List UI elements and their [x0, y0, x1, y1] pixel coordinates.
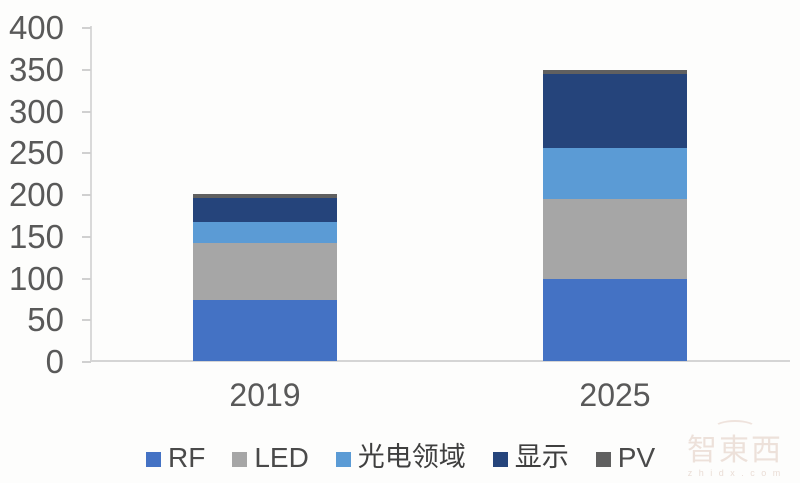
y-tick-label: 300 — [8, 92, 64, 130]
legend-swatch-icon — [595, 451, 611, 467]
legend-item-显示: 显示 — [492, 442, 569, 473]
x-category-label: 2019 — [229, 377, 301, 413]
y-axis-line — [90, 26, 92, 362]
legend-label: RF — [168, 442, 206, 473]
y-tick-mark — [82, 277, 91, 280]
bar-segment-RF-2019 — [193, 300, 337, 361]
bar-stack-2019 — [193, 0, 337, 361]
y-tick-label: 350 — [8, 50, 64, 88]
watermark-arc-icon — [714, 420, 756, 435]
bar-segment-LED-2025 — [543, 199, 687, 280]
legend-label: LED — [254, 442, 309, 473]
y-tick-label: 50 — [27, 301, 64, 339]
y-tick-mark — [82, 194, 91, 196]
y-tick-label: 250 — [8, 134, 64, 172]
bar-segment-显示-2025 — [543, 73, 687, 149]
y-tick-mark — [82, 152, 91, 155]
bar-stack-2025 — [543, 0, 687, 361]
legend-item-RF: RF — [146, 444, 205, 472]
bar-segment-光电领域-2019 — [193, 222, 337, 244]
y-tick-mark — [82, 68, 91, 71]
y-tick-mark — [82, 27, 91, 29]
legend-item-PV: PV — [595, 442, 656, 473]
watermark-site: z h i d x . c o m — [687, 468, 783, 478]
watermark: 智東西 z h i d x . c o m — [676, 420, 794, 478]
legend-swatch-icon — [335, 451, 351, 467]
watermark-brand: 智東西 — [687, 433, 783, 468]
legend-label: 显示 — [514, 442, 569, 473]
bar-segment-显示-2019 — [193, 198, 337, 223]
x-axis-line — [90, 360, 790, 362]
y-tick-label: 150 — [8, 217, 64, 255]
y-tick-mark — [82, 110, 91, 113]
legend: RF LED 光电领域 显示 PV — [146, 444, 655, 472]
y-tick-mark — [82, 319, 91, 322]
y-tick-mark — [82, 361, 91, 363]
legend-item-光电领域: 光电领域 — [335, 442, 466, 473]
bar-segment-光电领域-2025 — [543, 148, 687, 199]
legend-swatch-icon — [146, 451, 161, 467]
legend-item-LED: LED — [232, 442, 309, 473]
y-tick-label: 100 — [8, 259, 64, 297]
bar-segment-LED-2019 — [193, 243, 337, 301]
legend-swatch-icon — [492, 451, 508, 467]
bar-segment-RF-2025 — [543, 279, 687, 361]
legend-swatch-icon — [232, 451, 248, 467]
bar-segment-PV-2025 — [543, 70, 687, 74]
y-tick-label: 0 — [45, 343, 64, 380]
x-category-label: 2025 — [579, 377, 651, 413]
legend-label: PV — [617, 442, 656, 473]
y-tick-label: 400 — [8, 9, 64, 46]
y-tick-label: 200 — [8, 176, 64, 213]
y-tick-mark — [82, 235, 91, 238]
bar-segment-PV-2019 — [193, 194, 337, 199]
legend-label: 光电领域 — [357, 442, 466, 473]
